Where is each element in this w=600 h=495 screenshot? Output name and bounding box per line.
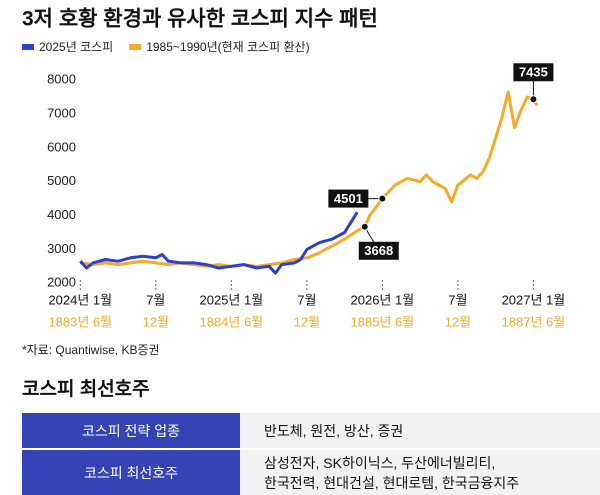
legend-swatch <box>22 44 34 50</box>
y-tick-label: 6000 <box>47 139 76 154</box>
annotation-box <box>328 189 369 208</box>
y-tick-label: 8000 <box>47 72 76 87</box>
x-tick-label: 2025년 1월 <box>199 292 263 307</box>
chart-title: 3저 호황 환경과 유사한 코스피 지수 패턴 <box>22 8 378 31</box>
y-tick-label: 2000 <box>47 275 76 290</box>
annotation-dot <box>378 194 387 203</box>
x-tick-label: 7월 <box>146 292 165 307</box>
annotation-dot <box>529 95 538 104</box>
source-note: *자료: Quantiwise, KB증권 <box>22 343 160 357</box>
x-tick-label: 7월 <box>297 292 316 307</box>
legend-swatch <box>129 44 142 50</box>
x-tick-label: 7월 <box>448 292 467 307</box>
y-tick-label: 7000 <box>47 105 76 120</box>
chart: 3저 호황 환경과 유사한 코스피 지수 패턴 *자료: Quantiwise,… <box>22 8 566 357</box>
legend-label: 1985~1990년(현재 코스피 환산) <box>146 40 309 54</box>
row-header: 코스피 전략 업종 <box>22 413 240 448</box>
series-line <box>80 90 539 268</box>
x2-tick-label: 12월 <box>143 314 169 329</box>
y-tick-label: 5000 <box>47 173 76 188</box>
series-line <box>79 211 359 275</box>
x-tick-label: 2026년 1월 <box>351 292 415 307</box>
x2-tick-label: 12월 <box>445 314 471 329</box>
annotation-label: 3668 <box>364 243 393 258</box>
cell-text: 한국전력, 현대건설, 현대로템, 한국금융지주 <box>264 474 520 491</box>
row-cell: 반도체, 원전, 방산, 증권 <box>240 413 600 448</box>
x2-tick-label: 1887년 6월 <box>502 314 566 329</box>
x2-tick-label: 12월 <box>294 314 320 329</box>
y-tick-label: 3000 <box>47 241 76 256</box>
x2-tick-label: 1884년 6월 <box>199 314 263 329</box>
annotation-dot <box>360 222 369 231</box>
table-row: 코스피 최선호주 삼성전자, SK하이닉스, 두산에너빌리티, 한국전력, 현대… <box>22 450 600 495</box>
annotation-box <box>513 63 554 82</box>
x2-tick-label: 1883년 6월 <box>48 314 112 329</box>
annotation-label: 4501 <box>334 191 363 206</box>
cell-text: 반도체, 원전, 방산, 증권 <box>264 422 404 439</box>
table-row: 코스피 전략 업종 반도체, 원전, 방산, 증권 <box>22 413 600 448</box>
y-tick-label: 4000 <box>47 207 76 222</box>
cell-text: 삼성전자, SK하이닉스, 두산에너빌리티, <box>264 454 496 471</box>
annotation-label: 7435 <box>519 65 548 80</box>
x2-tick-label: 1885년 6월 <box>351 314 415 329</box>
table-title: 코스피 최선호주 <box>22 379 150 400</box>
row-header: 코스피 최선호주 <box>22 450 240 495</box>
annotation-box <box>358 241 399 260</box>
legend-label: 2025년 코스피 <box>39 40 113 54</box>
x-tick-label: 2024년 1월 <box>48 292 112 307</box>
x-tick-label: 2027년 1월 <box>502 292 566 307</box>
row-cell: 삼성전자, SK하이닉스, 두산에너빌리티, 한국전력, 현대건설, 현대로템,… <box>240 450 600 495</box>
